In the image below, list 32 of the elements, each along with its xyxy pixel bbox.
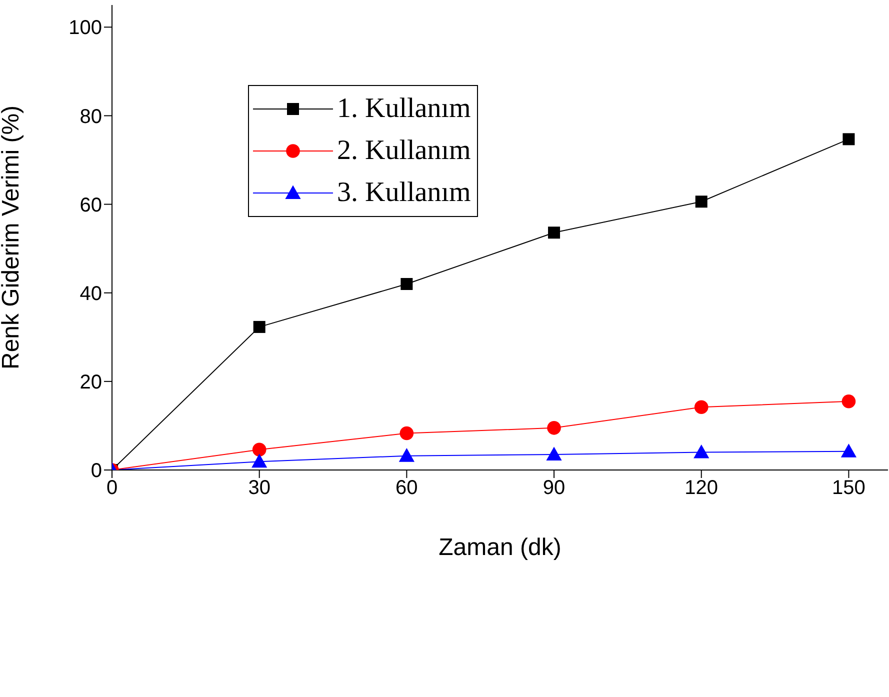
y-tick-label: 80	[80, 106, 102, 128]
x-tick-label: 60	[396, 477, 418, 500]
point	[694, 400, 708, 414]
point	[840, 444, 857, 458]
point	[398, 448, 414, 462]
point	[695, 196, 708, 208]
y-tick-label: 0	[90, 460, 102, 482]
x-tick-label: 120	[684, 477, 718, 500]
x-tick-label: 30	[248, 477, 270, 500]
legend-label: 1. Kullanım	[337, 93, 471, 125]
point	[546, 446, 562, 460]
y-tick-label: 20	[80, 372, 102, 394]
x-tick-label: 150	[832, 477, 866, 500]
point	[400, 278, 413, 290]
point	[400, 426, 414, 440]
point	[842, 394, 856, 408]
y-tick-label: 60	[80, 194, 102, 216]
point	[547, 421, 561, 435]
point	[252, 454, 268, 468]
x-tick-label: 90	[542, 477, 566, 500]
point	[694, 444, 710, 458]
point	[252, 442, 266, 457]
y-tick-label: 100	[68, 17, 102, 40]
y-tick-label: 40	[80, 282, 102, 305]
y-axis-title: Renk Giderim Verimi (%)	[0, 105, 25, 370]
point	[253, 320, 266, 333]
x-axis-title: Zaman (dk)	[438, 534, 562, 561]
point	[842, 133, 855, 146]
legend-label: 2. Kullanım	[337, 135, 471, 167]
legend-label: 3. Kullanım	[337, 177, 471, 209]
x-tick-label: 0	[106, 477, 118, 500]
point	[548, 226, 560, 239]
